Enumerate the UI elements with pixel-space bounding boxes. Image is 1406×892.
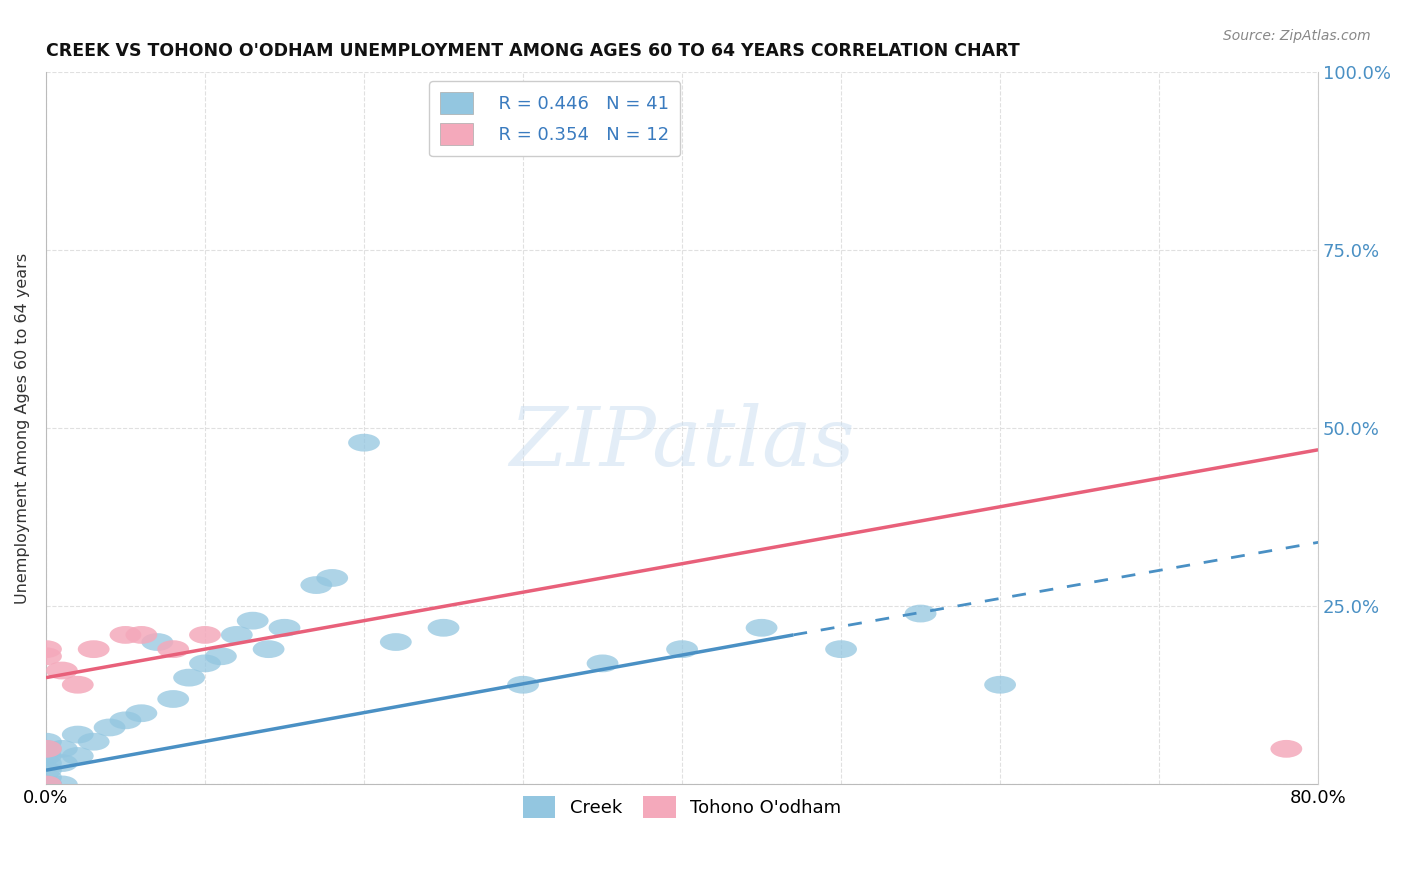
Ellipse shape	[508, 676, 538, 694]
Ellipse shape	[30, 747, 62, 764]
Ellipse shape	[173, 669, 205, 687]
Ellipse shape	[221, 626, 253, 644]
Ellipse shape	[188, 626, 221, 644]
Ellipse shape	[30, 754, 62, 772]
Ellipse shape	[157, 690, 188, 708]
Ellipse shape	[904, 605, 936, 623]
Ellipse shape	[46, 662, 77, 680]
Ellipse shape	[30, 775, 62, 793]
Ellipse shape	[157, 640, 188, 658]
Ellipse shape	[301, 576, 332, 594]
Ellipse shape	[125, 705, 157, 723]
Text: Source: ZipAtlas.com: Source: ZipAtlas.com	[1223, 29, 1371, 43]
Ellipse shape	[94, 719, 125, 737]
Ellipse shape	[30, 740, 62, 757]
Ellipse shape	[236, 612, 269, 630]
Ellipse shape	[30, 740, 62, 757]
Ellipse shape	[586, 655, 619, 673]
Ellipse shape	[77, 733, 110, 750]
Ellipse shape	[30, 733, 62, 750]
Ellipse shape	[62, 676, 94, 694]
Ellipse shape	[30, 768, 62, 786]
Ellipse shape	[62, 726, 94, 744]
Ellipse shape	[30, 775, 62, 793]
Ellipse shape	[125, 626, 157, 644]
Ellipse shape	[30, 775, 62, 793]
Ellipse shape	[427, 619, 460, 637]
Ellipse shape	[62, 747, 94, 764]
Ellipse shape	[77, 640, 110, 658]
Text: ZIPatlas: ZIPatlas	[509, 402, 855, 483]
Ellipse shape	[30, 775, 62, 793]
Ellipse shape	[745, 619, 778, 637]
Text: CREEK VS TOHONO O'ODHAM UNEMPLOYMENT AMONG AGES 60 TO 64 YEARS CORRELATION CHART: CREEK VS TOHONO O'ODHAM UNEMPLOYMENT AMO…	[46, 42, 1019, 60]
Ellipse shape	[1271, 740, 1302, 757]
Ellipse shape	[30, 775, 62, 793]
Ellipse shape	[110, 626, 142, 644]
Ellipse shape	[188, 655, 221, 673]
Ellipse shape	[110, 712, 142, 730]
Ellipse shape	[825, 640, 858, 658]
Ellipse shape	[253, 640, 284, 658]
Ellipse shape	[380, 633, 412, 651]
Ellipse shape	[349, 434, 380, 451]
Ellipse shape	[984, 676, 1017, 694]
Ellipse shape	[30, 775, 62, 793]
Ellipse shape	[30, 761, 62, 779]
Ellipse shape	[142, 633, 173, 651]
Ellipse shape	[46, 740, 77, 757]
Ellipse shape	[46, 775, 77, 793]
Ellipse shape	[316, 569, 349, 587]
Ellipse shape	[30, 640, 62, 658]
Y-axis label: Unemployment Among Ages 60 to 64 years: Unemployment Among Ages 60 to 64 years	[15, 252, 30, 604]
Ellipse shape	[46, 754, 77, 772]
Ellipse shape	[30, 648, 62, 665]
Legend: Creek, Tohono O'odham: Creek, Tohono O'odham	[516, 789, 849, 825]
Ellipse shape	[666, 640, 697, 658]
Ellipse shape	[269, 619, 301, 637]
Ellipse shape	[205, 648, 236, 665]
